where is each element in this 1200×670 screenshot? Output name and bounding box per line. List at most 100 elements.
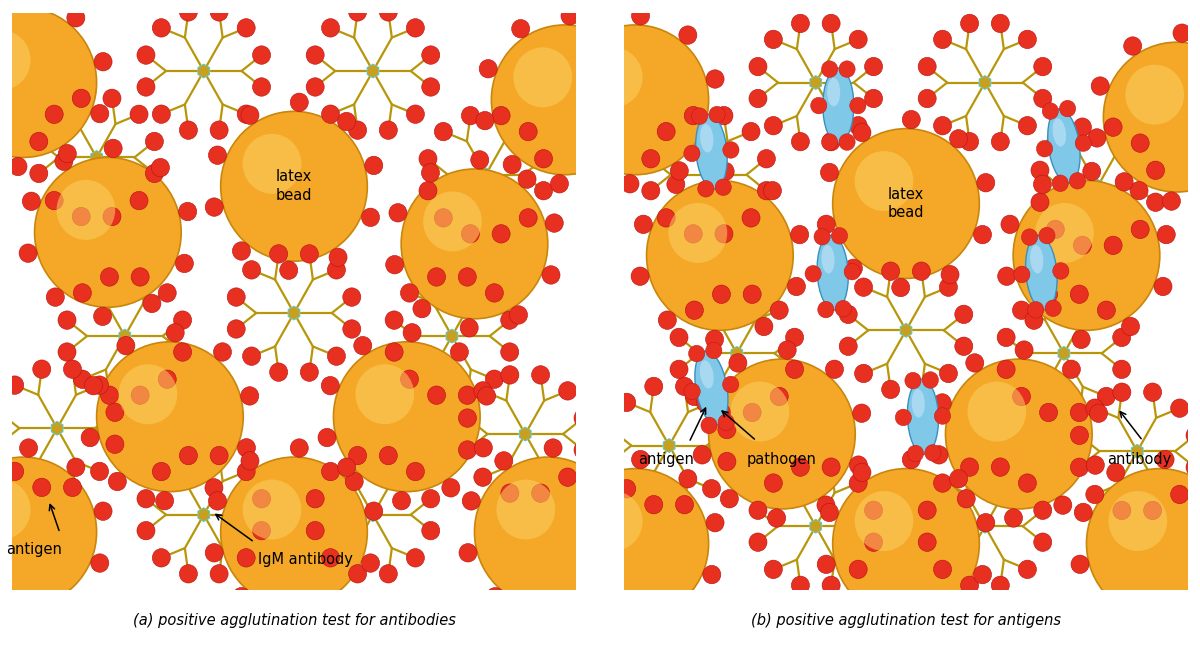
Circle shape (946, 359, 1092, 509)
Circle shape (1144, 383, 1162, 401)
Circle shape (864, 89, 882, 108)
Circle shape (1052, 263, 1069, 279)
Polygon shape (198, 508, 210, 522)
Circle shape (1090, 404, 1108, 422)
Circle shape (560, 7, 580, 25)
Circle shape (385, 343, 403, 361)
Circle shape (1021, 229, 1038, 245)
Circle shape (722, 376, 739, 393)
Text: latex
bead: latex bead (276, 170, 312, 203)
Circle shape (179, 565, 198, 583)
Circle shape (713, 403, 731, 421)
Circle shape (703, 122, 721, 140)
Circle shape (322, 19, 340, 37)
Circle shape (238, 105, 256, 123)
Circle shape (1112, 328, 1130, 346)
Circle shape (322, 462, 340, 481)
Circle shape (934, 474, 952, 492)
Circle shape (934, 394, 952, 412)
Circle shape (145, 132, 163, 151)
Circle shape (743, 285, 761, 304)
Polygon shape (810, 519, 822, 533)
Circle shape (152, 105, 170, 123)
Circle shape (720, 490, 738, 508)
Polygon shape (1058, 346, 1069, 360)
Circle shape (1073, 118, 1092, 137)
Circle shape (137, 521, 155, 540)
Circle shape (1086, 468, 1200, 618)
Circle shape (385, 255, 403, 274)
Circle shape (670, 360, 688, 379)
Circle shape (742, 208, 760, 227)
Circle shape (668, 203, 727, 263)
Circle shape (166, 324, 185, 342)
Circle shape (56, 180, 115, 240)
Circle shape (854, 491, 913, 551)
Circle shape (1062, 360, 1080, 379)
Circle shape (918, 533, 936, 551)
Circle shape (534, 607, 552, 625)
Circle shape (918, 89, 936, 108)
Circle shape (1033, 58, 1051, 76)
Circle shape (518, 170, 536, 188)
Circle shape (882, 380, 900, 399)
Circle shape (600, 161, 618, 180)
Circle shape (1172, 24, 1192, 42)
Ellipse shape (912, 389, 925, 417)
Circle shape (923, 372, 938, 389)
Circle shape (845, 599, 863, 618)
Circle shape (853, 463, 871, 482)
Ellipse shape (817, 235, 848, 310)
Circle shape (997, 267, 1015, 285)
Polygon shape (979, 76, 991, 90)
Polygon shape (198, 64, 210, 78)
Circle shape (770, 301, 788, 320)
Circle shape (337, 458, 355, 476)
Circle shape (749, 533, 767, 551)
Circle shape (644, 377, 662, 396)
Polygon shape (288, 306, 300, 320)
Circle shape (407, 19, 425, 37)
Circle shape (174, 311, 192, 330)
Circle shape (343, 320, 361, 338)
Circle shape (703, 565, 721, 584)
Circle shape (494, 452, 512, 470)
Circle shape (1086, 456, 1104, 474)
Circle shape (458, 543, 478, 562)
Circle shape (1031, 161, 1049, 180)
Circle shape (832, 228, 847, 244)
Circle shape (1144, 501, 1162, 520)
Circle shape (238, 549, 256, 567)
Circle shape (103, 89, 121, 108)
Circle shape (238, 19, 256, 37)
Circle shape (991, 576, 1009, 594)
Circle shape (19, 0, 37, 8)
Circle shape (817, 555, 835, 574)
Circle shape (839, 337, 857, 356)
Circle shape (1115, 173, 1133, 191)
Text: antibody: antibody (1106, 452, 1171, 468)
Circle shape (329, 248, 347, 267)
Circle shape (791, 458, 810, 476)
Text: antigen: antigen (638, 452, 695, 468)
Circle shape (702, 480, 720, 498)
Circle shape (1086, 399, 1104, 417)
Circle shape (697, 180, 714, 197)
Circle shape (1163, 192, 1181, 210)
Circle shape (749, 501, 767, 519)
Circle shape (764, 30, 782, 49)
Circle shape (882, 262, 900, 281)
Circle shape (791, 14, 810, 33)
Circle shape (991, 14, 1009, 33)
Circle shape (55, 152, 73, 170)
Circle shape (1019, 30, 1037, 49)
Circle shape (684, 383, 701, 400)
Circle shape (1171, 485, 1189, 504)
Circle shape (419, 182, 437, 200)
Circle shape (58, 311, 76, 330)
Circle shape (434, 123, 452, 141)
Circle shape (101, 386, 119, 405)
Circle shape (817, 302, 834, 318)
Polygon shape (900, 324, 912, 337)
Circle shape (949, 129, 967, 148)
